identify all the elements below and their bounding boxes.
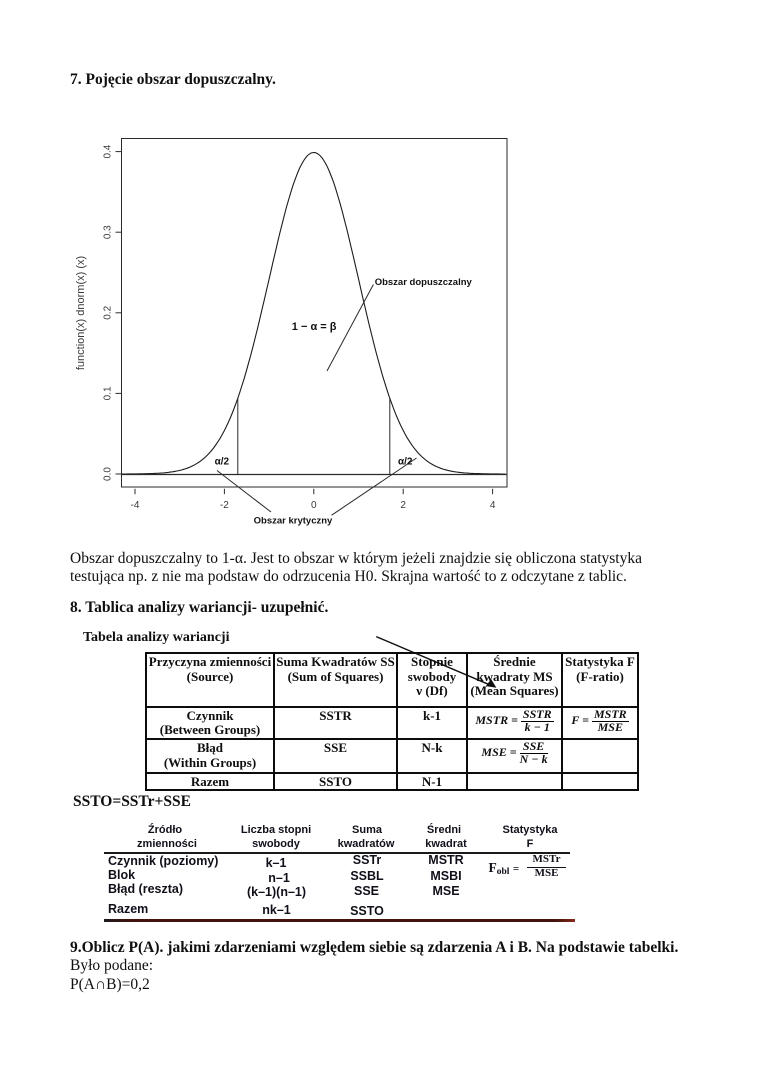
svg-text:Obszar dopuszczalny: Obszar dopuszczalny xyxy=(375,277,473,288)
svg-text:function(x) dnorm(x) (x): function(x) dnorm(x) (x) xyxy=(75,256,87,370)
svg-text:-4: -4 xyxy=(131,500,140,511)
svg-text:0.2: 0.2 xyxy=(103,305,114,319)
svg-text:0: 0 xyxy=(311,500,317,511)
svg-text:1 − α = β: 1 − α = β xyxy=(292,321,337,333)
svg-text:2: 2 xyxy=(400,500,406,511)
svg-text:0.0: 0.0 xyxy=(103,467,114,481)
svg-text:α/2: α/2 xyxy=(398,457,413,468)
svg-text:4: 4 xyxy=(490,500,496,511)
svg-text:0.1: 0.1 xyxy=(103,386,114,400)
svg-text:-2: -2 xyxy=(220,500,229,511)
svg-text:Obszar krytyczny: Obszar krytyczny xyxy=(254,516,333,527)
svg-text:α/2: α/2 xyxy=(215,457,230,468)
svg-text:0.4: 0.4 xyxy=(103,144,114,158)
svg-text:0.3: 0.3 xyxy=(103,225,114,239)
